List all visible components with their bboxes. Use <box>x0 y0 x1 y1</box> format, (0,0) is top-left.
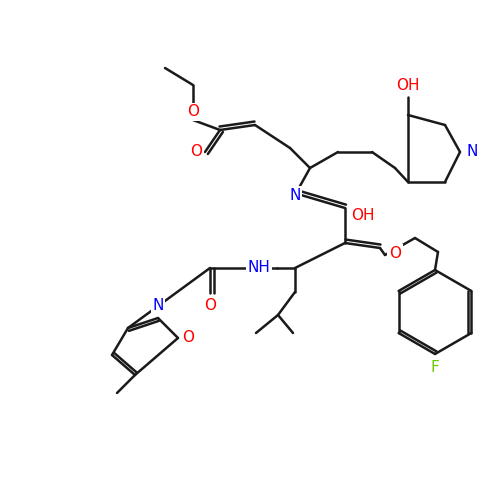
Text: N: N <box>466 144 477 160</box>
Text: N: N <box>152 298 164 314</box>
Text: O: O <box>187 104 199 120</box>
Text: O: O <box>389 246 401 260</box>
Text: OH: OH <box>351 208 375 224</box>
Text: NH: NH <box>248 260 270 276</box>
Text: OH: OH <box>396 78 420 92</box>
Text: N: N <box>290 188 300 202</box>
Text: F: F <box>430 360 440 376</box>
Text: O: O <box>182 330 194 345</box>
Text: O: O <box>190 144 202 160</box>
Text: O: O <box>204 298 216 312</box>
